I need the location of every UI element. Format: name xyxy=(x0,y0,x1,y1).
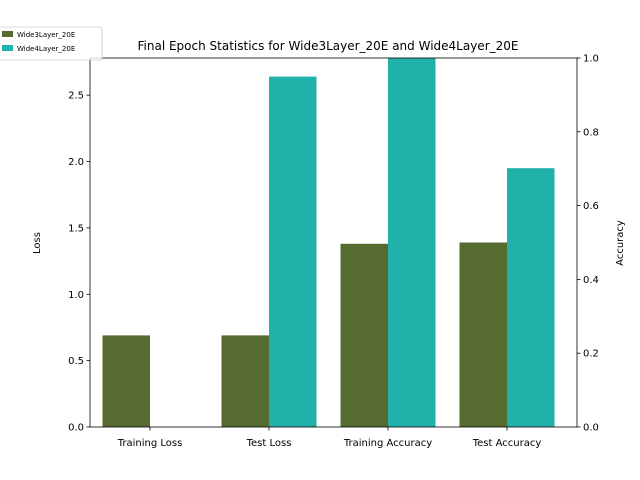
y-axis-left-label: Loss xyxy=(32,232,43,254)
bar-Wide4Layer_20E-training-accuracy xyxy=(388,58,436,427)
x-tick-label: Training Accuracy xyxy=(343,438,432,449)
y-right-tick-label: 0.2 xyxy=(583,349,599,360)
legend-swatch xyxy=(2,31,13,37)
y-right-tick-label: 0.0 xyxy=(583,423,599,434)
x-tick-label: Training Loss xyxy=(117,438,183,449)
x-tick-label: Test Accuracy xyxy=(472,438,542,449)
y-right-tick-label: 1.0 xyxy=(583,54,599,65)
axes-group: 0.0 0.5 1.0 1.5 2.0 2.5 0.0 0.2 0.4 0.6 0.8 1.0 Trai… xyxy=(68,54,599,450)
y-left-tick-label: 0.5 xyxy=(68,356,84,367)
y-left-tick-label: 1.0 xyxy=(68,290,84,301)
plot-frame xyxy=(89,57,578,428)
x-tick-label: Test Loss xyxy=(246,438,292,449)
y-left-tick-label: 2.0 xyxy=(68,157,84,168)
y-left-tick-label: 1.5 xyxy=(68,223,84,234)
y-right-tick-label: 0.4 xyxy=(583,275,599,286)
y-left-tick-label: 0.0 xyxy=(68,423,84,434)
chart-title: Final Epoch Statistics for Wide3Layer_20… xyxy=(138,39,519,53)
legend-label: Wide4Layer_20E xyxy=(17,45,75,53)
y-right-tick-label: 0.6 xyxy=(583,201,599,212)
bars-group xyxy=(102,58,555,427)
legend-label: Wide3Layer_20E xyxy=(17,31,75,39)
bar-Wide4Layer_20E-test-accuracy xyxy=(507,168,555,427)
legend-box xyxy=(0,26,103,61)
bar-Wide3Layer_20E-test-accuracy xyxy=(459,242,507,427)
legend: Wide3Layer_20E Wide4Layer_20E xyxy=(0,26,103,61)
y-right-tick-label: 0.8 xyxy=(583,127,599,138)
bar-Wide4Layer_20E-test-loss xyxy=(269,76,317,427)
y-axis-right-label: Accuracy xyxy=(615,220,626,266)
legend-swatch xyxy=(2,45,13,51)
bar-Wide3Layer_20E-training-accuracy xyxy=(340,243,388,427)
bar-Wide3Layer_20E-test-loss xyxy=(221,335,269,427)
y-left-tick-label: 2.5 xyxy=(68,91,84,102)
bar-Wide3Layer_20E-training-loss xyxy=(102,335,150,427)
